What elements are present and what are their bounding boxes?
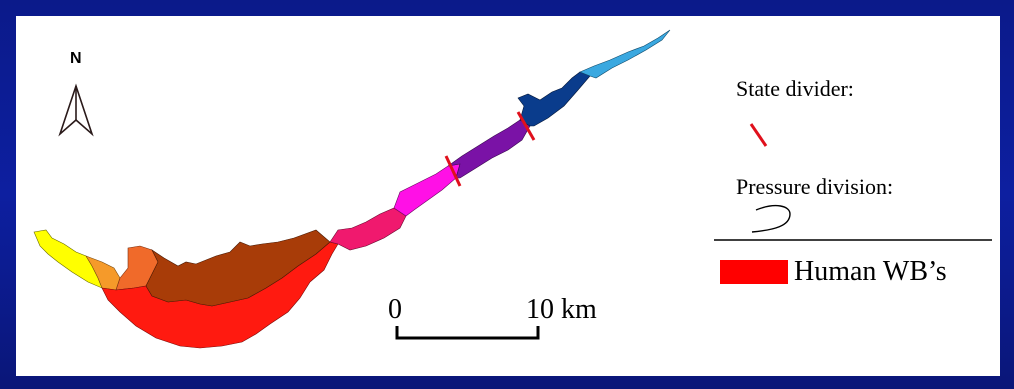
scale-end-label: 10 km [526, 294, 597, 325]
scale-start-label: 0 [388, 294, 402, 325]
north-label: N [70, 50, 82, 67]
pressure-division-symbol [751, 204, 791, 233]
magenta-zone [393, 163, 461, 217]
state-divider-marker [444, 155, 462, 187]
human-wb-swatch [720, 260, 788, 284]
purple-zone [447, 119, 531, 179]
map-canvas [33, 29, 992, 349]
pink-red-zone [329, 207, 407, 251]
north-arrow-icon [58, 83, 94, 137]
map-panel: N State divider: Pressure division: Huma… [16, 16, 1000, 376]
state-divider-label: State divider: [736, 76, 854, 101]
state-divider-marker [516, 111, 536, 141]
dark-blue-zone [517, 71, 591, 127]
state-divider-symbol [749, 123, 768, 147]
light-blue-zone [579, 29, 671, 79]
scale-bar [395, 326, 540, 340]
brown-zone [145, 229, 331, 307]
pressure-division-label: Pressure division: [736, 174, 894, 199]
human-wb-label: Human WB’s [794, 256, 947, 287]
